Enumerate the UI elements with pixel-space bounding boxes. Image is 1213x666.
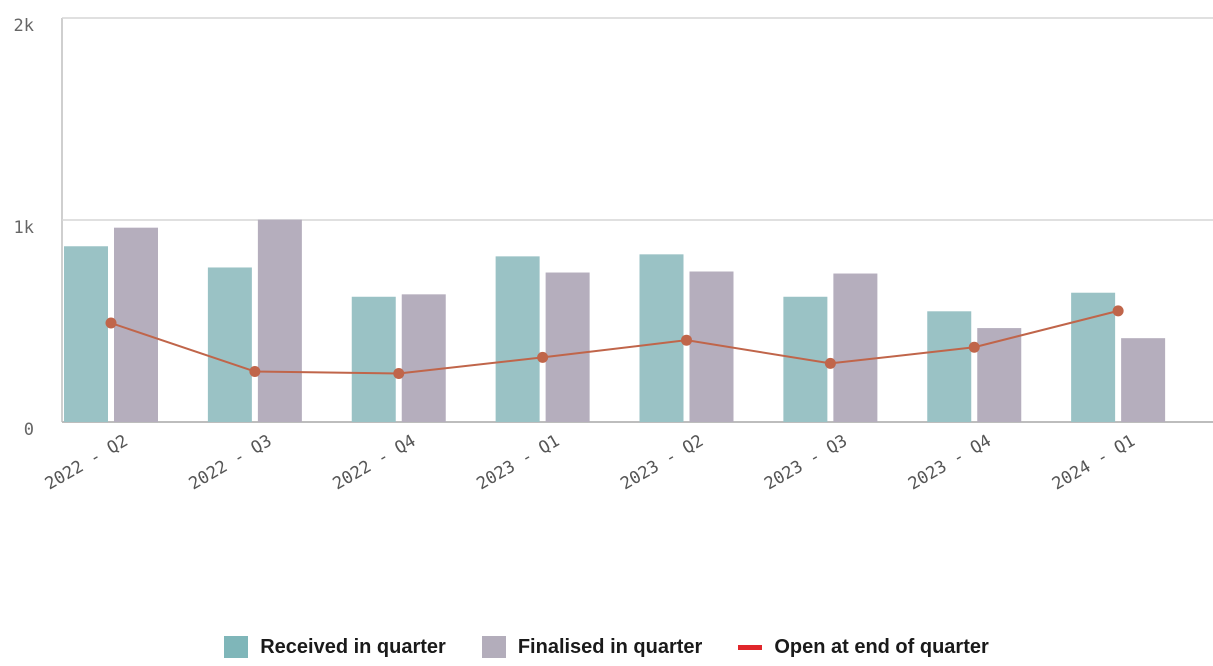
point-open xyxy=(824,357,836,369)
legend-swatch-received xyxy=(224,636,249,658)
bar-received xyxy=(207,267,252,422)
bar-finalised xyxy=(545,272,590,422)
legend-label-received: Received in quarter xyxy=(260,635,446,658)
x-tick-label: 2023 - Q3 xyxy=(761,431,851,494)
y-tick-label: 1k xyxy=(14,218,34,238)
point-open xyxy=(249,366,261,377)
open-line-layer xyxy=(105,305,1124,380)
point-open xyxy=(537,351,549,363)
x-tick-label: 2024 - Q1 xyxy=(1049,431,1139,494)
bars xyxy=(64,219,1166,422)
bar-finalised xyxy=(977,328,1022,422)
bar-received xyxy=(495,256,540,422)
bar-finalised xyxy=(1121,338,1166,422)
line-open xyxy=(110,309,1119,375)
bar-received xyxy=(64,246,108,422)
y-axis-ticks: 0 1k 2k xyxy=(14,16,34,440)
x-axis-ticks: 2022 - Q2 2022 - Q3 2022 - Q4 2023 - Q1 2023… xyxy=(42,431,1139,494)
x-tick-label: 2022 - Q4 xyxy=(329,431,419,494)
x-tick-label: 2023 - Q1 xyxy=(473,431,563,494)
legend-swatch-open xyxy=(738,644,763,650)
point-open xyxy=(393,368,405,380)
legend-item-open: Open at end of quarter xyxy=(738,635,989,659)
legend-label-open: Open at end of quarter xyxy=(774,635,989,658)
y-tick-label: 2k xyxy=(14,16,34,36)
point-open xyxy=(968,341,980,353)
legend: Received in quarter Finalised in quarter… xyxy=(0,632,1213,662)
bar-finalised xyxy=(833,273,878,422)
combo-chart: 0 1k 2k 2022 - Q2 2022 - Q3 2022 - Q4 2023 - … xyxy=(14,16,1213,494)
bar-finalised xyxy=(257,219,302,422)
bar-received xyxy=(927,311,972,422)
x-tick-label: 2022 - Q3 xyxy=(186,431,276,494)
bar-finalised xyxy=(401,294,446,422)
point-open xyxy=(105,317,117,329)
bar-received xyxy=(351,296,396,422)
legend-swatch-finalised xyxy=(481,636,506,658)
bar-finalised xyxy=(114,227,158,422)
legend-label-finalised: Finalised in quarter xyxy=(517,635,703,658)
x-tick-label: 2022 - Q2 xyxy=(42,431,132,494)
x-tick-label: 2023 - Q4 xyxy=(905,431,995,494)
x-tick-label: 2023 - Q2 xyxy=(617,431,707,494)
legend-item-finalised: Finalised in quarter xyxy=(481,635,703,659)
point-open xyxy=(1112,305,1124,317)
point-open xyxy=(681,334,692,346)
y-tick-label: 0 xyxy=(24,420,34,440)
bar-received xyxy=(1071,292,1116,422)
bar-received xyxy=(639,254,684,422)
legend-item-received: Received in quarter xyxy=(224,636,446,659)
